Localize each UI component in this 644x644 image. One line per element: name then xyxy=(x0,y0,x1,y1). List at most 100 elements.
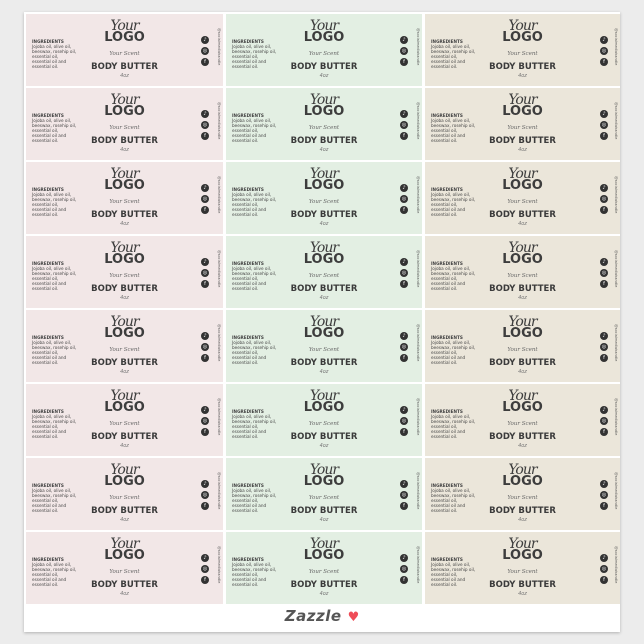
facebook-icon: f xyxy=(400,354,408,362)
instagram-icon: ◎ xyxy=(600,195,608,203)
tiktok-icon: ♪ xyxy=(201,406,209,414)
ingredients: INGREDIENTS Jojoba oil, olive oil, beeswa… xyxy=(32,483,78,513)
product-name: BODY BUTTER xyxy=(91,580,158,590)
label-beige[interactable]: INGREDIENTS Jojoba oil, olive oil, beeswa… xyxy=(425,310,620,382)
label-beige[interactable]: INGREDIENTS Jojoba oil, olive oil, beeswa… xyxy=(425,14,620,86)
instagram-icon: ◎ xyxy=(600,121,608,129)
size-text: 4oz xyxy=(319,295,329,301)
tiktok-icon: ♪ xyxy=(201,332,209,340)
label-pink[interactable]: INGREDIENTS Jojoba oil, olive oil, beeswa… xyxy=(26,88,223,160)
label-pink[interactable]: INGREDIENTS Jojoba oil, olive oil, beeswa… xyxy=(26,532,223,604)
label-beige[interactable]: INGREDIENTS Jojoba oil, olive oil, beeswa… xyxy=(425,458,620,530)
logo-text: LOGO xyxy=(502,178,543,193)
label-green[interactable]: INGREDIENTS Jojoba oil, olive oil, beeswa… xyxy=(226,310,422,382)
heart-icon[interactable]: ♥ xyxy=(347,610,360,625)
social-icons: ♪ ◎ f xyxy=(201,258,209,288)
ingredients-title: INGREDIENTS xyxy=(431,39,463,44)
logo: Your LOGO xyxy=(226,314,422,341)
logo: Your LOGO xyxy=(226,389,422,415)
scent-text: Your Scent xyxy=(507,421,538,427)
logo-script: Your xyxy=(508,240,537,256)
label-green[interactable]: INGREDIENTS Jojoba oil, olive oil, beeswa… xyxy=(226,458,422,530)
ingredients: INGREDIENTS Jojoba oil, olive oil, beeswa… xyxy=(32,39,78,69)
instagram-icon: ◎ xyxy=(201,269,209,277)
social-handle: @socialmediahandle xyxy=(614,102,618,140)
product-name: BODY BUTTER xyxy=(489,580,556,590)
zazzle-logo[interactable]: Zazzle xyxy=(284,607,342,625)
size-text: 4oz xyxy=(120,517,129,523)
ingredients-title: INGREDIENTS xyxy=(431,187,463,192)
label-beige[interactable]: INGREDIENTS Jojoba oil, olive oil, beeswa… xyxy=(425,88,620,160)
product-name: BODY BUTTER xyxy=(489,432,556,442)
ingredients-text: Jojoba oil, olive oil, beeswax, rosehip … xyxy=(32,44,77,69)
social-icons: ♪ ◎ f xyxy=(201,36,209,66)
social-icons: ♪ ◎ f xyxy=(600,110,608,140)
label-pink[interactable]: INGREDIENTS Jojoba oil, olive oil, beeswa… xyxy=(26,310,223,382)
scent-text: Your Scent xyxy=(308,495,340,501)
ingredients: INGREDIENTS Jojoba oil, olive oil, beeswa… xyxy=(32,187,78,217)
facebook-icon: f xyxy=(400,280,408,288)
social-handle: @socialmediahandle xyxy=(217,546,221,584)
logo: Your LOGO xyxy=(226,19,422,44)
product-name: BODY BUTTER xyxy=(91,284,158,294)
ingredients: INGREDIENTS Jojoba oil, olive oil, beeswa… xyxy=(431,113,477,143)
label-pink[interactable]: INGREDIENTS Jojoba oil, olive oil, beeswa… xyxy=(26,162,223,234)
logo-text: LOGO xyxy=(303,400,345,415)
scent-text: Your Scent xyxy=(109,273,140,279)
logo-text: LOGO xyxy=(303,326,345,341)
label-beige[interactable]: INGREDIENTS Jojoba oil, olive oil, beeswa… xyxy=(425,162,620,234)
scent-text: Your Scent xyxy=(109,347,140,353)
label-green[interactable]: INGREDIENTS Jojoba oil, olive oil, beeswa… xyxy=(226,532,422,604)
label-green[interactable]: INGREDIENTS Jojoba oil, olive oil, beeswa… xyxy=(226,14,422,86)
logo-text: LOGO xyxy=(303,104,345,119)
social-icons: ♪ ◎ f xyxy=(400,332,408,362)
size-text: 4oz xyxy=(319,73,329,79)
label-beige[interactable]: INGREDIENTS Jojoba oil, olive oil, beeswa… xyxy=(425,236,620,308)
ingredients-text: Jojoba oil, olive oil, beeswax, rosehip … xyxy=(232,488,277,513)
logo: Your LOGO xyxy=(226,93,422,119)
ingredients: INGREDIENTS Jojoba oil, olive oil, beeswa… xyxy=(32,261,78,291)
scent-text: Your Scent xyxy=(507,199,538,205)
label-green[interactable]: INGREDIENTS Jojoba oil, olive oil, beeswa… xyxy=(226,384,422,456)
social-icons: ♪ ◎ f xyxy=(400,110,408,140)
logo-script: Your xyxy=(508,536,537,552)
label-green[interactable]: INGREDIENTS Jojoba oil, olive oil, beeswa… xyxy=(226,236,422,308)
product-name: BODY BUTTER xyxy=(290,432,358,442)
label-pink[interactable]: INGREDIENTS Jojoba oil, olive oil, beeswa… xyxy=(26,458,223,530)
label-beige[interactable]: INGREDIENTS Jojoba oil, olive oil, beeswa… xyxy=(425,384,620,456)
instagram-icon: ◎ xyxy=(600,269,608,277)
tiktok-icon: ♪ xyxy=(201,184,209,192)
logo-text: LOGO xyxy=(104,104,145,119)
social-icons: ♪ ◎ f xyxy=(201,406,209,436)
logo-script: Your xyxy=(508,314,537,330)
ingredients-text: Jojoba oil, olive oil, beeswax, rosehip … xyxy=(232,266,277,291)
size-text: 4oz xyxy=(120,73,129,79)
label-pink[interactable]: INGREDIENTS Jojoba oil, olive oil, beeswa… xyxy=(26,14,223,86)
ingredients-title: INGREDIENTS xyxy=(431,557,463,562)
logo-script: Your xyxy=(508,18,537,34)
facebook-icon: f xyxy=(600,58,608,66)
social-icons: ♪ ◎ f xyxy=(201,480,209,510)
logo-text: LOGO xyxy=(502,400,543,415)
logo-script: Your xyxy=(508,462,537,478)
label-green[interactable]: INGREDIENTS Jojoba oil, olive oil, beeswa… xyxy=(226,88,422,160)
logo-script: Your xyxy=(309,314,339,330)
ingredients-title: INGREDIENTS xyxy=(232,335,264,340)
label-beige[interactable]: INGREDIENTS Jojoba oil, olive oil, beeswa… xyxy=(425,532,620,604)
label-pink[interactable]: INGREDIENTS Jojoba oil, olive oil, beeswa… xyxy=(26,384,223,456)
ingredients-text: Jojoba oil, olive oil, beeswax, rosehip … xyxy=(431,44,476,69)
ingredients-text: Jojoba oil, olive oil, beeswax, rosehip … xyxy=(431,562,476,587)
ingredients: INGREDIENTS Jojoba oil, olive oil, beeswa… xyxy=(232,483,278,513)
label-green[interactable]: INGREDIENTS Jojoba oil, olive oil, beeswa… xyxy=(226,162,422,234)
ingredients-text: Jojoba oil, olive oil, beeswax, rosehip … xyxy=(232,414,277,439)
ingredients-title: INGREDIENTS xyxy=(431,409,463,414)
scent-text: Your Scent xyxy=(308,347,340,353)
ingredients-text: Jojoba oil, olive oil, beeswax, rosehip … xyxy=(431,340,476,365)
label-pink[interactable]: INGREDIENTS Jojoba oil, olive oil, beeswa… xyxy=(26,236,223,308)
ingredients: INGREDIENTS Jojoba oil, olive oil, beeswa… xyxy=(431,261,477,291)
ingredients-title: INGREDIENTS xyxy=(232,113,264,118)
social-handle: @socialmediahandle xyxy=(614,546,618,584)
product-name: BODY BUTTER xyxy=(489,62,556,72)
scent-text: Your Scent xyxy=(507,347,538,353)
social-handle: @socialmediahandle xyxy=(614,176,618,214)
